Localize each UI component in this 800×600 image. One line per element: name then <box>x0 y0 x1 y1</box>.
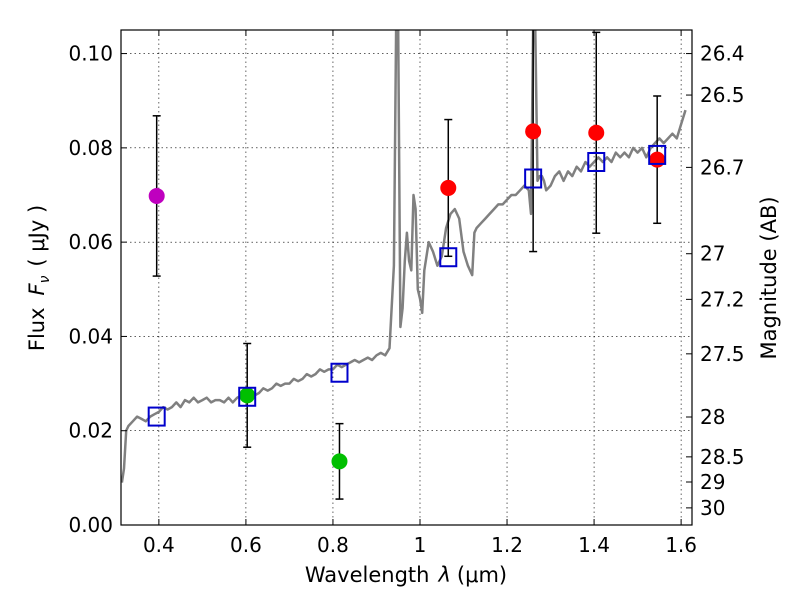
y-tick-label: 0.02 <box>68 419 113 443</box>
plot-background <box>121 30 692 525</box>
y-tick-label: 0.04 <box>68 324 113 348</box>
model-photometry-square <box>648 144 667 165</box>
magnitude-tick-label: 27.5 <box>700 342 745 366</box>
observed-flux-point <box>440 179 457 196</box>
x-axis-label: Wavelength λ (μm) <box>305 563 507 587</box>
model-photometry-square <box>524 168 543 189</box>
x-tick-label: 1.4 <box>578 533 610 557</box>
y-tick-label: 0.06 <box>68 230 113 254</box>
magnitude-tick-label: 28 <box>700 405 725 429</box>
y-tick-label: 0.00 <box>68 513 113 537</box>
magnitude-tick-label: 26.4 <box>700 42 745 66</box>
y-axis-label: Flux Fν ( μJy ) <box>25 205 53 351</box>
x-tick-label: 0.6 <box>230 533 262 557</box>
model-photometry-square <box>439 247 458 268</box>
model-photometry-square <box>587 152 606 172</box>
x-tick-label: 1.2 <box>491 533 523 557</box>
magnitude-tick-label: 30 <box>700 496 725 520</box>
y-tick-label: 0.08 <box>68 136 113 160</box>
magnitude-tick-label: 28.5 <box>700 445 745 469</box>
model-photometry-squares <box>147 144 667 427</box>
model-spectrum-line <box>121 30 687 483</box>
x-axis-label-text: Wavelength <box>305 563 430 587</box>
y-tick-label: 0.10 <box>68 42 113 66</box>
y-axis-unit: ( μJy ) <box>25 205 49 267</box>
x-tick-label: 0.4 <box>143 533 175 557</box>
magnitude-tick-label: 27.2 <box>700 287 745 311</box>
magnitude-axis-label: Magnitude (AB) <box>757 196 781 359</box>
y-axis-symbol: F <box>25 282 49 295</box>
grid-lines <box>121 30 692 525</box>
y-axis-label-text: Flux <box>25 307 49 351</box>
x-axis-unit: (μm) <box>457 563 507 587</box>
x-axis-ticks: 0.4 0.6 0.8 1 1.2 1.4 1.6 <box>143 30 697 557</box>
observed-flux-point <box>649 151 666 168</box>
x-tick-label: 1 <box>414 533 427 557</box>
magnitude-tick-label: 29 <box>700 470 725 494</box>
x-axis-symbol: λ <box>437 563 450 587</box>
observed-flux-point <box>239 387 256 404</box>
plot-frame <box>120 29 693 526</box>
model-photometry-square <box>147 406 166 427</box>
observed-flux-point <box>525 123 542 140</box>
model-photometry-square <box>238 386 257 407</box>
magnitude-tick-label: 26.7 <box>700 155 745 179</box>
y-axis-ticks: 0.00 0.02 0.04 0.06 0.08 0.10 <box>68 42 127 537</box>
y-axis-subscript: ν <box>37 275 53 283</box>
observed-flux-point <box>588 124 605 141</box>
magnitude-tick-label: 26.5 <box>700 83 745 107</box>
observed-flux-point <box>331 453 348 470</box>
model-photometry-square <box>330 362 349 383</box>
x-tick-label: 1.6 <box>665 533 697 557</box>
magnitude-tick-label: 27 <box>700 242 725 266</box>
x-tick-label: 0.8 <box>317 533 349 557</box>
observed-flux-point <box>148 187 165 204</box>
